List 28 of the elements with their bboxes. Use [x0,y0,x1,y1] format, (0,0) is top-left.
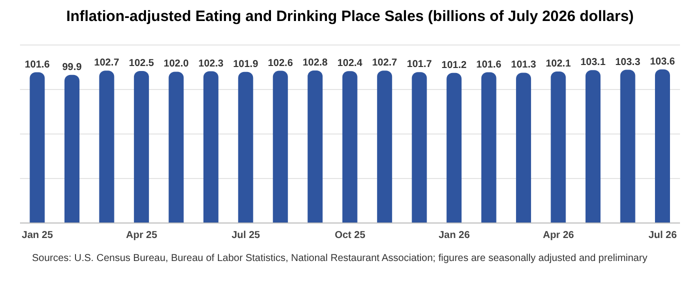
data-label: 102.8 [302,58,328,69]
data-label: 103.1 [580,57,606,68]
data-label: 102.5 [128,58,154,69]
x-tick-label: Jul 26 [648,230,678,242]
source-note: Sources: U.S. Census Bureau, Bureau of Labor Statistics, National Restaurant Association; figures are seasonally adjusted and preliminary [32,253,648,264]
data-label: 101.2 [442,60,468,71]
data-label: 101.9 [233,58,259,70]
data-label: 102.6 [268,58,294,69]
x-tick-label: Oct 25 [334,230,366,242]
data-label: 102.3 [198,58,224,70]
x-tick-label: Apr 25 [126,230,158,242]
x-tick-label: Jan 26 [438,230,470,242]
data-label: 101.7 [406,59,432,70]
data-label: 103.6 [650,56,676,68]
data-label: 102.7 [372,58,398,69]
x-tick-label: Apr 26 [542,230,574,242]
x-tick-label: Jul 25 [232,230,260,242]
chart-title: Inflation-adjusted Eating and Drinking Place Sales (billions of July 2026 dollars) [65,8,635,25]
data-label: 102.1 [546,58,572,70]
data-label: 102.7 [94,58,120,69]
data-label: 103.3 [615,56,641,68]
data-label: 101.3 [511,60,536,71]
data-label: 101.6 [476,59,502,70]
data-label: 101.6 [24,59,50,70]
data-label: 102.0 [164,58,190,70]
x-tick-label: Jan 25 [22,230,54,242]
data-label: 99.9 [62,62,82,73]
data-label: 102.4 [337,58,363,70]
